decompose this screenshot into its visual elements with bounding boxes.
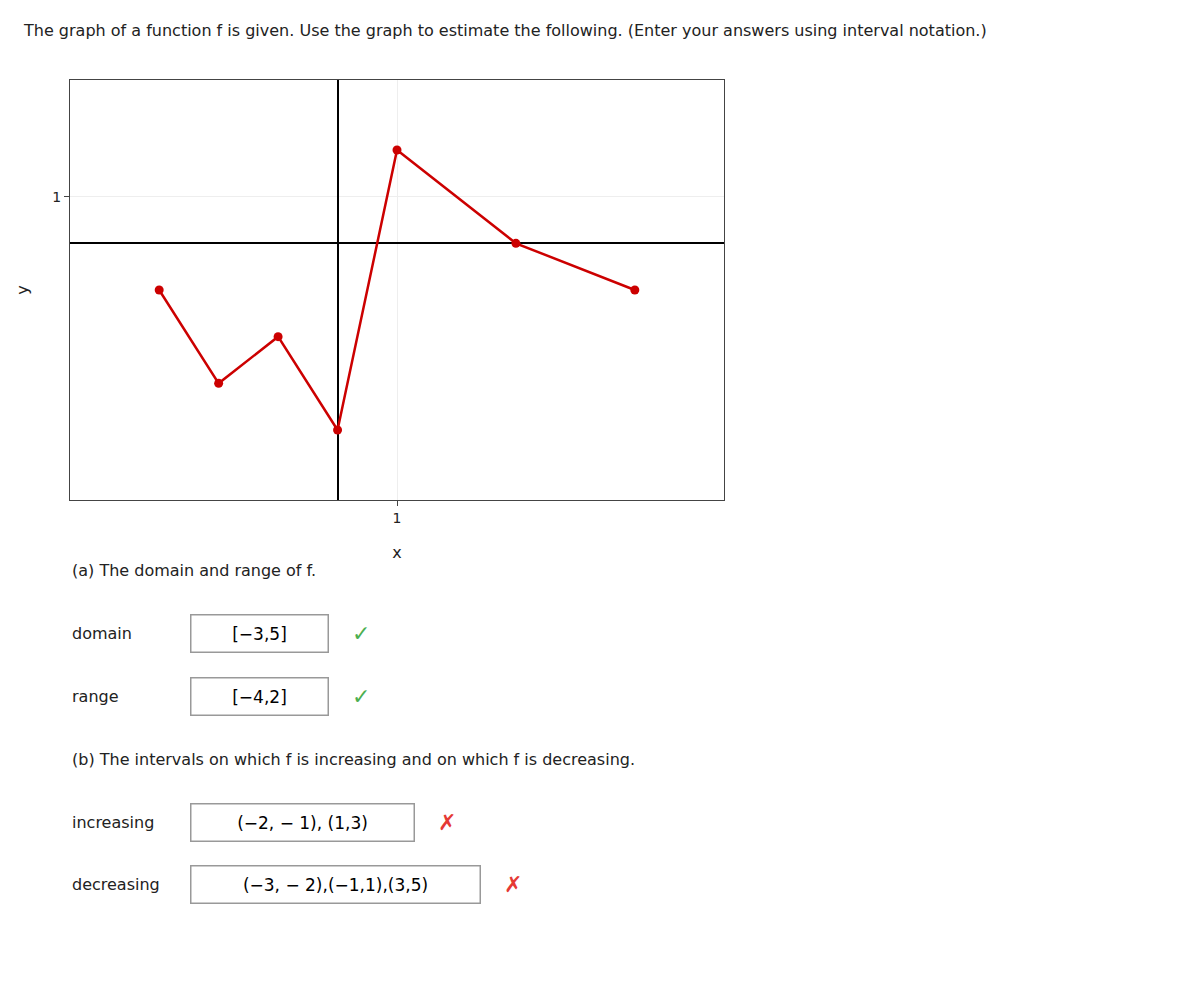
svg-text:increasing: increasing — [72, 813, 154, 832]
svg-text:(b) The intervals on which f i: (b) The intervals on which f is increasi… — [72, 750, 635, 769]
svg-text:domain: domain — [72, 624, 132, 643]
svg-text:✓: ✓ — [352, 684, 370, 709]
svg-text:y: y — [13, 285, 32, 294]
svg-text:(−3, − 2),(−1,1),(3,5): (−3, − 2),(−1,1),(3,5) — [243, 875, 428, 895]
svg-text:range: range — [72, 687, 119, 706]
svg-text:✗: ✗ — [438, 810, 456, 835]
svg-text:(a) The domain and range of f.: (a) The domain and range of f. — [72, 561, 316, 580]
svg-text:(−2, − 1), (1,3): (−2, − 1), (1,3) — [237, 813, 368, 833]
svg-text:[−3,5]: [−3,5] — [232, 624, 287, 644]
svg-text:x: x — [392, 543, 401, 562]
svg-text:The graph of a function f is g: The graph of a function f is given. Use … — [23, 21, 987, 40]
svg-text:✓: ✓ — [352, 621, 370, 646]
svg-text:1: 1 — [52, 189, 61, 205]
svg-text:1: 1 — [393, 510, 402, 526]
svg-text:✗: ✗ — [504, 872, 522, 897]
svg-text:[−4,2]: [−4,2] — [232, 687, 287, 707]
svg-text:decreasing: decreasing — [72, 875, 160, 894]
